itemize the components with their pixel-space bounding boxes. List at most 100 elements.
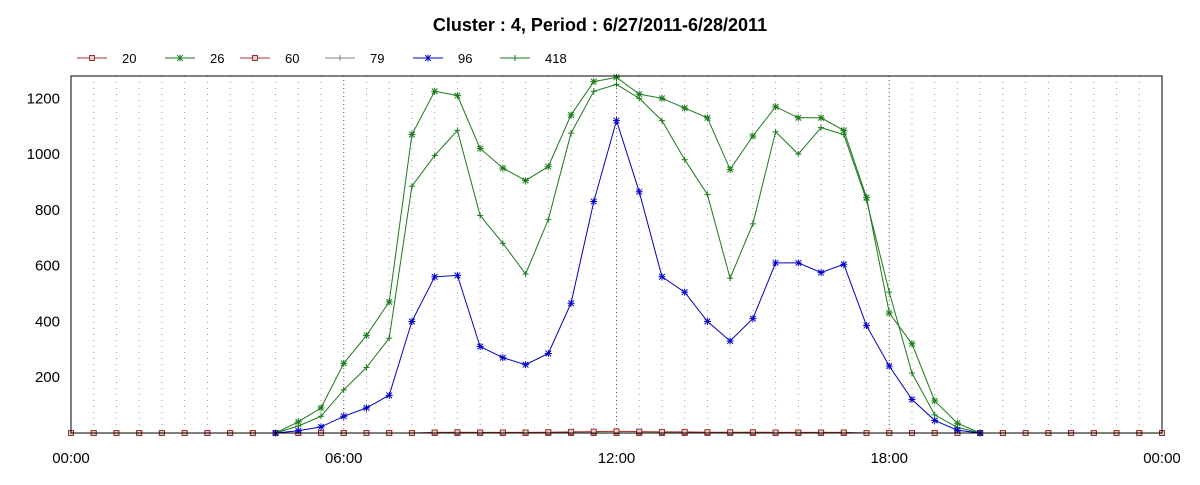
legend-item-96: 96 xyxy=(413,51,472,66)
x-tick-label: 00:00 xyxy=(1143,450,1181,467)
legend-label: 418 xyxy=(545,51,567,66)
data-point xyxy=(772,103,780,111)
data-point xyxy=(431,429,438,436)
data-point xyxy=(817,114,825,122)
y-tick-label: 1000 xyxy=(27,146,60,163)
data-point xyxy=(840,429,847,436)
series-418 xyxy=(71,81,1162,436)
data-point xyxy=(568,130,575,137)
data-point xyxy=(681,428,688,435)
data-point xyxy=(931,397,939,405)
legend-item-79: 79 xyxy=(325,51,384,66)
data-point xyxy=(408,131,416,139)
data-point xyxy=(749,429,756,436)
data-point xyxy=(454,429,461,436)
data-point xyxy=(795,429,802,436)
data-point xyxy=(727,429,734,436)
data-point xyxy=(590,428,597,435)
data-point xyxy=(568,428,575,435)
data-point xyxy=(886,289,893,296)
data-point xyxy=(522,361,530,369)
data-point xyxy=(658,273,666,281)
data-point xyxy=(749,132,757,140)
data-point xyxy=(953,419,961,427)
data-point xyxy=(337,55,343,61)
data-point xyxy=(567,111,575,119)
data-point xyxy=(317,404,325,412)
grid xyxy=(93,76,1140,433)
y-tick-label: 800 xyxy=(35,202,60,219)
data-point xyxy=(453,92,461,100)
legend-item-26: 26 xyxy=(165,51,224,66)
data-point xyxy=(522,429,529,436)
data-point xyxy=(863,193,871,201)
y-tick-label: 600 xyxy=(35,258,60,275)
data-point xyxy=(726,165,734,173)
data-point xyxy=(340,359,348,367)
axes: 00:00 06:00 12:00 18:00 00:00 200 400 600 800 100… xyxy=(27,90,1181,467)
data-point xyxy=(636,428,643,435)
x-tick-label: 00:00 xyxy=(52,450,90,467)
data-point xyxy=(499,240,506,247)
data-point xyxy=(362,331,370,339)
legend: 20 26 60 79 96 418 xyxy=(77,51,567,66)
data-point xyxy=(658,117,665,124)
data-point xyxy=(431,87,439,95)
data-point xyxy=(613,73,620,81)
data-point xyxy=(794,114,802,122)
data-point xyxy=(818,429,825,436)
data-point xyxy=(818,124,825,131)
data-point xyxy=(613,81,620,88)
data-point xyxy=(340,386,347,393)
data-point xyxy=(658,428,665,435)
x-tick-label: 12:00 xyxy=(598,450,636,467)
data-point xyxy=(408,317,416,325)
data-point xyxy=(545,429,552,436)
data-point xyxy=(885,362,893,370)
data-point xyxy=(953,426,961,434)
data-point xyxy=(408,183,415,190)
data-point xyxy=(840,126,848,134)
data-point xyxy=(681,288,689,296)
data-point xyxy=(385,391,393,399)
data-point xyxy=(885,309,893,317)
data-point xyxy=(613,117,620,125)
data-point xyxy=(931,411,938,418)
data-point xyxy=(385,298,393,306)
chart-title: Cluster : 4, Period : 6/27/2011-6/28/201… xyxy=(433,15,767,35)
legend-item-418: 418 xyxy=(500,51,567,66)
data-point xyxy=(613,428,620,435)
data-point xyxy=(386,335,393,342)
data-point xyxy=(681,104,689,112)
data-point xyxy=(908,370,915,377)
data-point xyxy=(658,94,666,102)
data-point xyxy=(635,188,643,196)
data-point xyxy=(499,164,507,172)
data-point xyxy=(252,55,258,61)
data-point xyxy=(362,404,370,412)
data-point xyxy=(544,350,552,358)
legend-item-60: 60 xyxy=(240,51,299,66)
data-point xyxy=(590,78,598,86)
data-point xyxy=(512,55,518,61)
legend-label: 79 xyxy=(370,51,384,66)
legend-label: 26 xyxy=(210,51,224,66)
data-point xyxy=(544,163,552,171)
data-point xyxy=(908,396,916,404)
data-point xyxy=(635,90,643,98)
data-point xyxy=(453,271,461,279)
data-point xyxy=(294,418,302,426)
data-point xyxy=(931,416,939,424)
x-tick-label: 06:00 xyxy=(325,450,363,467)
data-point xyxy=(817,269,825,277)
data-point xyxy=(477,429,484,436)
data-point xyxy=(499,354,507,362)
y-tick-label: 1200 xyxy=(27,90,60,107)
data-point xyxy=(476,145,484,153)
legend-label: 96 xyxy=(458,51,472,66)
data-point xyxy=(772,429,779,436)
data-point xyxy=(499,429,506,436)
data-point xyxy=(727,275,734,282)
data-point xyxy=(681,156,688,163)
